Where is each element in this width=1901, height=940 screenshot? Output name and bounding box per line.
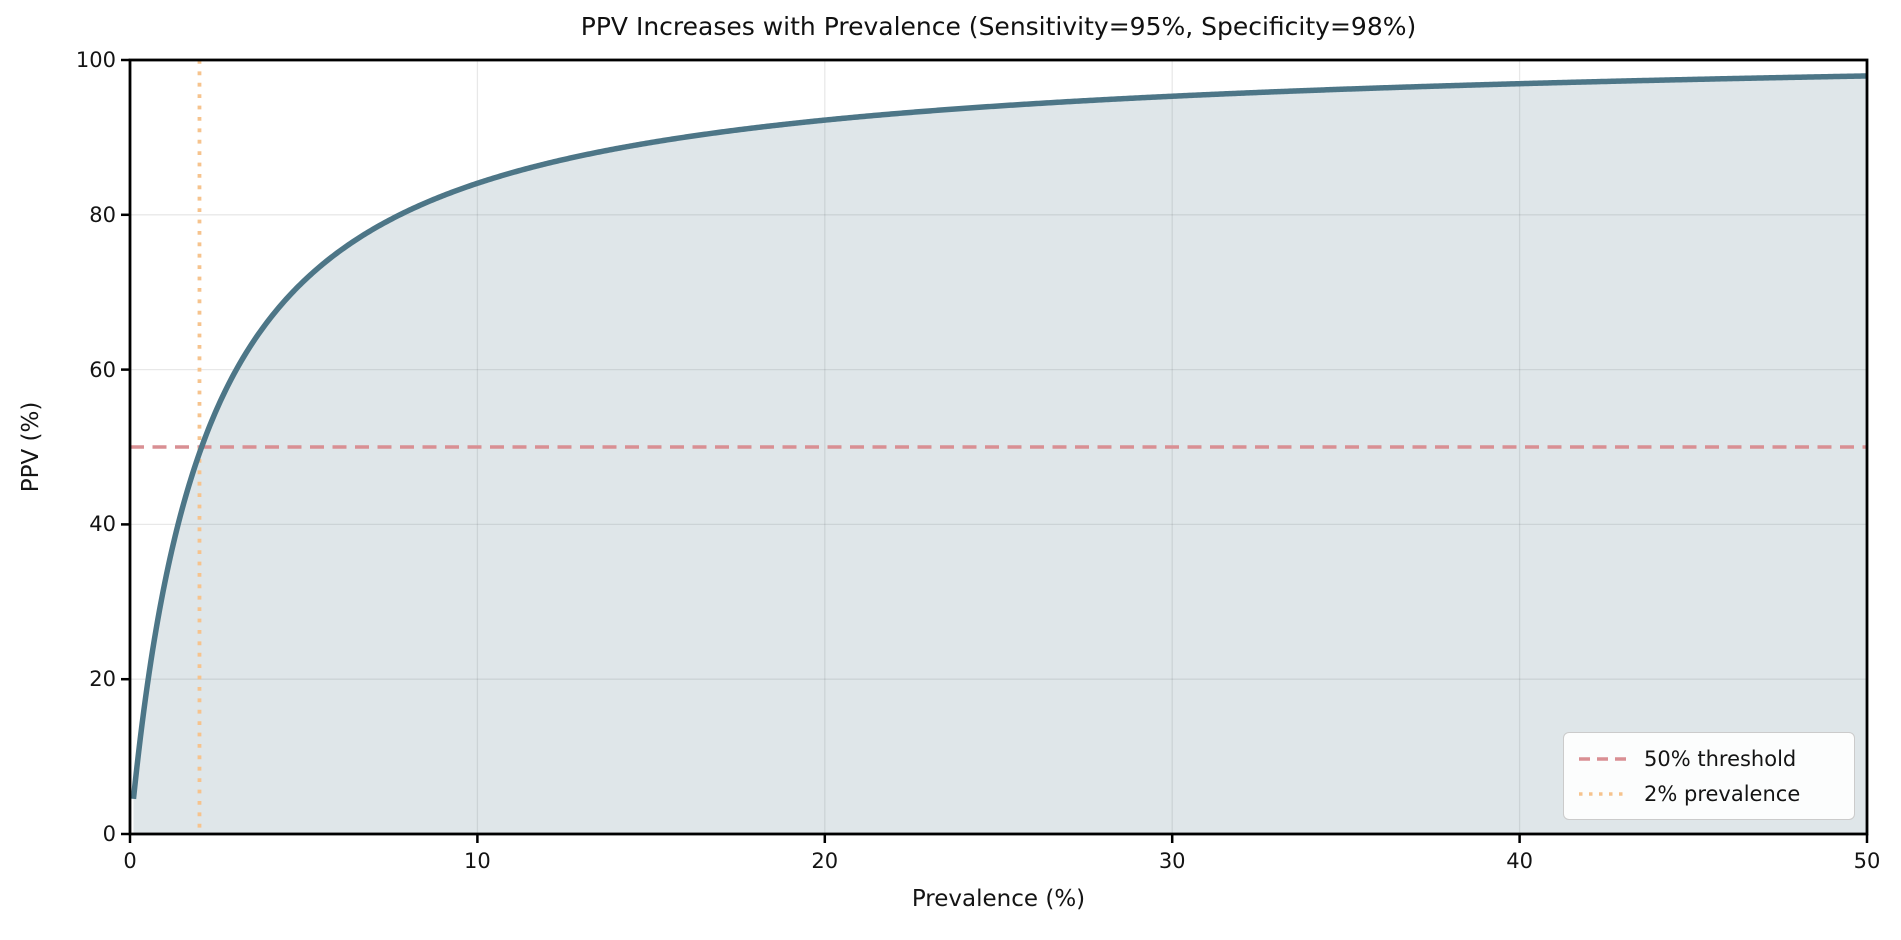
y-tick-label: 20 (89, 667, 116, 692)
y-tick-label: 40 (89, 512, 116, 537)
y-tick-label: 80 (89, 202, 116, 227)
x-tick-label: 50 (1853, 849, 1881, 873)
legend-dotted-line-icon (1579, 791, 1627, 796)
y-tick-label: 60 (89, 357, 116, 382)
x-tick-label: 20 (811, 849, 839, 873)
chart-svg (121, 58, 1869, 843)
ppv-fill-area (133, 75, 1868, 834)
legend-item-label: 2% prevalence (1644, 781, 1801, 806)
y-tick-label: 100 (75, 48, 116, 72)
chart-title: PPV Increases with Prevalence (Sensitivi… (580, 12, 1417, 41)
x-tick-label: 0 (123, 849, 137, 873)
legend: 50% threshold 2% prevalence (1563, 732, 1855, 820)
x-axis-title: Prevalence (%) (911, 886, 1086, 912)
axes-spines (128, 58, 1869, 836)
x-tick-label: 30 (1158, 849, 1186, 873)
y-axis-title: PPV (%) (18, 401, 44, 493)
ppv-curve (130, 73, 1869, 800)
legend-dashed-line-icon (1579, 756, 1627, 761)
x-tick-label: 10 (464, 849, 491, 873)
legend-item-label: 50% threshold (1644, 746, 1797, 771)
legend-item-threshold: 50% threshold (1578, 745, 1840, 773)
y-tick-label: 0 (102, 822, 116, 846)
legend-item-prevalence: 2% prevalence (1578, 780, 1840, 808)
x-tick-label: 40 (1506, 849, 1533, 873)
plot-area (121, 58, 1869, 843)
